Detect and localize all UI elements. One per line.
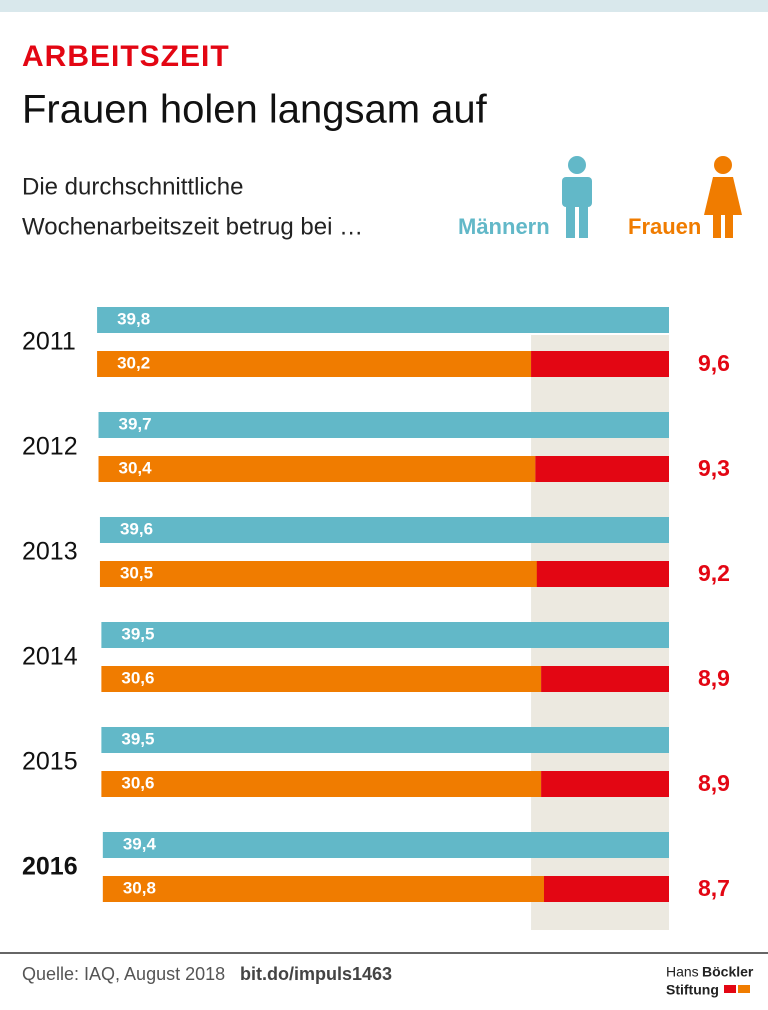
- gap-value: 9,3: [698, 455, 730, 481]
- logo-text: Böckler: [702, 964, 754, 980]
- gap-bar: [535, 456, 669, 482]
- men-bar: [97, 307, 670, 333]
- legend-label: Männern: [458, 214, 550, 239]
- title: Frauen holen langsam auf: [22, 88, 488, 132]
- woman-icon: [704, 156, 742, 238]
- bar-value: 39,6: [120, 519, 153, 538]
- bar-value: 39,7: [119, 414, 152, 433]
- year-label: 2016: [22, 853, 78, 881]
- logo-mark: [724, 985, 736, 993]
- year-label: 2015: [22, 748, 78, 776]
- top-strip: [0, 0, 768, 12]
- women-bar: [101, 666, 542, 692]
- men-bar: [99, 517, 669, 543]
- gap-value: 8,9: [698, 770, 730, 796]
- subtitle-line: Die durchschnittliche: [22, 173, 243, 200]
- gap-value: 9,2: [698, 560, 730, 586]
- logo-text: Stiftung: [666, 982, 719, 998]
- bar-value: 39,5: [121, 729, 154, 748]
- women-bar: [97, 351, 532, 377]
- bar-value: 39,5: [121, 624, 154, 643]
- bar-value: 30,6: [121, 773, 154, 792]
- year-label: 2014: [22, 643, 78, 671]
- men-bar: [101, 622, 669, 648]
- men-bar: [98, 412, 670, 438]
- gap-value: 9,6: [698, 350, 730, 376]
- bar-value: 30,6: [121, 668, 154, 687]
- gap-bar: [541, 771, 669, 797]
- gap-value: 8,9: [698, 665, 730, 691]
- legend-label: Frauen: [628, 214, 701, 239]
- year-label: 2011: [22, 328, 76, 356]
- link: bit.do/impuls1463: [240, 964, 392, 984]
- man-icon: [562, 156, 592, 238]
- bar-value: 30,4: [119, 458, 153, 477]
- men-bar: [102, 832, 669, 858]
- kicker: ARBEITSZEIT: [22, 40, 230, 73]
- women-bar: [99, 561, 539, 587]
- bar-value: 30,8: [123, 878, 156, 897]
- gap-bar: [543, 876, 669, 902]
- source: Quelle: IAQ, August 2018: [22, 964, 225, 984]
- bar-value: 39,4: [123, 834, 157, 853]
- bar-value: 30,5: [120, 563, 153, 582]
- men-bar: [101, 727, 669, 753]
- subtitle-line: Wochenarbeitszeit betrug bei …: [22, 213, 363, 240]
- bar-value: 39,8: [117, 309, 150, 328]
- year-label: 2013: [22, 538, 78, 566]
- gap-bar: [541, 666, 669, 692]
- gap-bar: [531, 351, 669, 377]
- women-bar: [101, 771, 542, 797]
- women-bar: [102, 876, 546, 902]
- bar-value: 30,2: [117, 353, 150, 372]
- gap-bar: [536, 561, 669, 587]
- logo-mark: [738, 985, 750, 993]
- women-bar: [98, 456, 536, 482]
- logo-text: Hans: [666, 964, 699, 980]
- gap-value: 8,7: [698, 875, 730, 901]
- year-label: 2012: [22, 433, 78, 461]
